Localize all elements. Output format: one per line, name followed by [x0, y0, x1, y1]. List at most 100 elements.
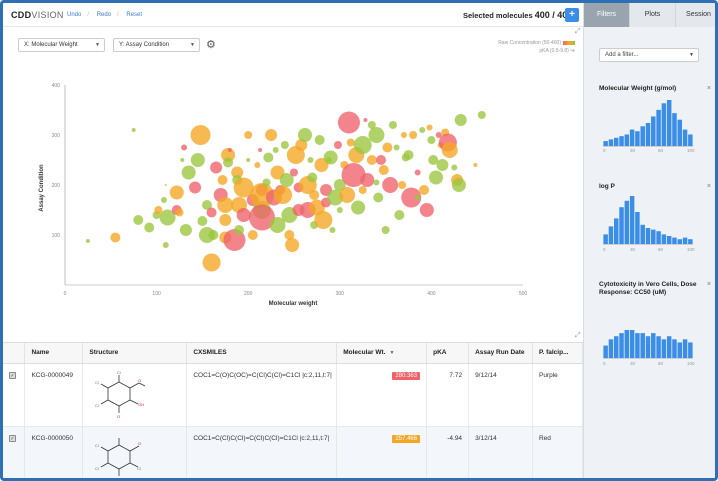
- histogram-bar[interactable]: [672, 237, 677, 244]
- histogram-bar[interactable]: [624, 134, 630, 147]
- tab-plots[interactable]: Plots: [630, 3, 676, 27]
- histogram-bar[interactable]: [666, 236, 672, 244]
- histogram-bar[interactable]: [666, 336, 672, 358]
- filter-histogram[interactable]: [603, 195, 695, 245]
- histogram-bar[interactable]: [682, 129, 688, 146]
- data-point[interactable]: [175, 208, 184, 217]
- data-point[interactable]: [285, 238, 300, 252]
- data-point[interactable]: [246, 158, 251, 162]
- histogram-bar[interactable]: [624, 330, 630, 358]
- data-point[interactable]: [428, 170, 443, 185]
- x-axis-select[interactable]: X: Molecular Weight ▼: [18, 38, 105, 52]
- data-point[interactable]: [353, 136, 372, 154]
- data-point[interactable]: [366, 155, 377, 165]
- data-point[interactable]: [341, 163, 366, 187]
- tab-filters[interactable]: Filters: [584, 3, 630, 27]
- histogram-bar[interactable]: [656, 109, 661, 146]
- data-point[interactable]: [227, 148, 232, 152]
- data-point[interactable]: [378, 165, 389, 175]
- undo-link[interactable]: Undo: [67, 12, 82, 18]
- data-point[interactable]: [323, 150, 338, 165]
- data-point[interactable]: [154, 206, 163, 214]
- data-point[interactable]: [441, 142, 458, 158]
- data-point[interactable]: [376, 155, 387, 165]
- add-button[interactable]: +: [565, 8, 579, 22]
- col-name[interactable]: Name: [24, 343, 84, 364]
- histogram-bar[interactable]: [645, 123, 651, 146]
- data-point[interactable]: [179, 224, 192, 236]
- filter-histogram[interactable]: [603, 99, 695, 147]
- data-point[interactable]: [219, 214, 232, 226]
- data-point[interactable]: [314, 135, 325, 145]
- data-point[interactable]: [400, 132, 407, 138]
- histogram-bar[interactable]: [672, 113, 677, 146]
- histogram-bar[interactable]: [608, 339, 614, 358]
- histogram-bar[interactable]: [629, 129, 635, 146]
- data-point[interactable]: [272, 147, 279, 153]
- data-point[interactable]: [247, 230, 258, 240]
- col-structure[interactable]: Structure: [82, 343, 188, 364]
- data-point[interactable]: [181, 144, 188, 151]
- data-point[interactable]: [202, 253, 221, 272]
- histogram-bar[interactable]: [688, 134, 693, 147]
- histogram-bar[interactable]: [677, 342, 683, 358]
- y-axis-select[interactable]: Y: Assay Condition ▼: [113, 38, 200, 52]
- histogram-bar[interactable]: [619, 207, 624, 244]
- data-point[interactable]: [398, 181, 407, 189]
- data-point[interactable]: [419, 185, 430, 195]
- data-point[interactable]: [279, 173, 294, 187]
- data-point[interactable]: [314, 211, 333, 229]
- histogram-bar[interactable]: [672, 339, 677, 358]
- histogram-bar[interactable]: [661, 339, 667, 358]
- histogram-bar[interactable]: [661, 234, 667, 244]
- data-point[interactable]: [368, 127, 385, 143]
- histogram-bar[interactable]: [661, 103, 667, 146]
- data-point[interactable]: [190, 153, 205, 167]
- data-point[interactable]: [333, 179, 346, 191]
- data-point[interactable]: [269, 217, 286, 233]
- close-icon[interactable]: ×: [706, 281, 711, 288]
- data-point[interactable]: [346, 138, 355, 147]
- data-point[interactable]: [223, 157, 234, 168]
- data-point[interactable]: [351, 200, 366, 215]
- data-point[interactable]: [403, 150, 414, 160]
- data-point[interactable]: [85, 239, 90, 243]
- histogram-bar[interactable]: [645, 336, 651, 358]
- data-point[interactable]: [159, 209, 176, 226]
- histogram-bar[interactable]: [651, 229, 656, 244]
- app-logo[interactable]: CDDVISION: [11, 10, 64, 20]
- data-point[interactable]: [373, 179, 380, 186]
- data-point[interactable]: [307, 157, 314, 163]
- data-point[interactable]: [388, 121, 397, 129]
- expand-icon[interactable]: ⤢: [575, 28, 581, 35]
- histogram-bar[interactable]: [635, 131, 640, 146]
- data-point[interactable]: [265, 129, 278, 141]
- data-point[interactable]: [280, 141, 289, 149]
- histogram-bar[interactable]: [608, 226, 614, 244]
- data-point[interactable]: [263, 152, 274, 163]
- data-point[interactable]: [435, 132, 442, 138]
- histogram-bar[interactable]: [613, 137, 619, 146]
- col-molecular-wt[interactable]: Molecular Wt. ▼: [336, 343, 428, 364]
- data-point[interactable]: [262, 178, 271, 187]
- data-point[interactable]: [162, 242, 169, 248]
- data-point[interactable]: [373, 192, 384, 203]
- data-point[interactable]: [309, 190, 320, 200]
- histogram-bar[interactable]: [682, 237, 688, 244]
- data-point[interactable]: [333, 141, 342, 149]
- data-point[interactable]: [244, 131, 253, 139]
- data-point[interactable]: [248, 204, 275, 231]
- scatter-chart[interactable]: 0 100 200 300 400 500 100 200 300 400 Molecular w…: [3, 63, 583, 313]
- data-point[interactable]: [144, 222, 155, 233]
- data-point[interactable]: [231, 166, 244, 179]
- histogram-bar[interactable]: [640, 126, 645, 146]
- data-point[interactable]: [254, 162, 261, 168]
- col-assay-run-date[interactable]: Assay Run Date: [468, 343, 533, 364]
- histogram-bar[interactable]: [645, 228, 651, 244]
- histogram-bar[interactable]: [688, 342, 693, 358]
- col-pka[interactable]: pKA: [426, 343, 470, 364]
- data-point[interactable]: [217, 175, 228, 185]
- tab-session[interactable]: Session: [676, 3, 715, 27]
- data-point[interactable]: [382, 177, 399, 193]
- data-point[interactable]: [339, 187, 356, 203]
